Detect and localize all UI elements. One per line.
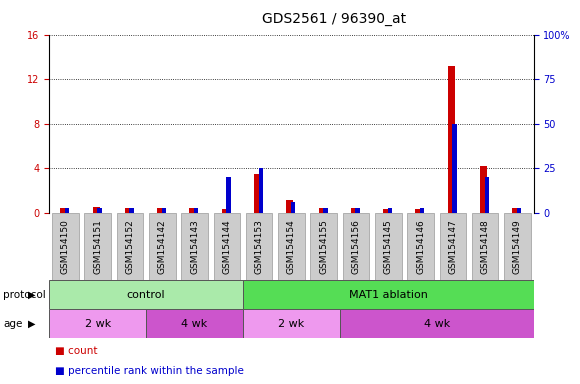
- Bar: [420, 208, 425, 213]
- Text: GSM154144: GSM154144: [222, 219, 231, 274]
- Text: ▶: ▶: [28, 318, 35, 329]
- Text: GSM154153: GSM154153: [255, 219, 264, 274]
- Bar: [125, 207, 132, 213]
- Bar: [65, 208, 70, 213]
- Bar: [291, 202, 295, 213]
- Bar: [351, 207, 358, 213]
- Bar: [323, 208, 328, 213]
- Text: MAT1 ablation: MAT1 ablation: [349, 290, 427, 300]
- Text: 4 wk: 4 wk: [423, 318, 450, 329]
- Bar: [375, 213, 401, 280]
- Bar: [93, 207, 100, 213]
- Bar: [194, 208, 198, 213]
- Text: 4 wk: 4 wk: [182, 318, 208, 329]
- Bar: [49, 280, 243, 309]
- Text: control: control: [127, 290, 165, 300]
- Text: GSM154151: GSM154151: [93, 219, 102, 274]
- Bar: [190, 207, 197, 213]
- Text: GSM154142: GSM154142: [158, 219, 167, 274]
- Text: ■ percentile rank within the sample: ■ percentile rank within the sample: [55, 366, 244, 376]
- Text: GSM154147: GSM154147: [448, 219, 458, 274]
- Bar: [182, 213, 208, 280]
- Text: ▶: ▶: [28, 290, 35, 300]
- Bar: [452, 124, 457, 213]
- Bar: [97, 208, 101, 213]
- Bar: [243, 309, 340, 338]
- Text: GSM154150: GSM154150: [61, 219, 70, 274]
- Bar: [259, 169, 263, 213]
- Bar: [512, 207, 520, 213]
- Bar: [383, 209, 390, 213]
- Bar: [278, 213, 304, 280]
- Text: GSM154154: GSM154154: [287, 219, 296, 274]
- Bar: [480, 166, 487, 213]
- Bar: [448, 66, 455, 213]
- Bar: [162, 208, 166, 213]
- Bar: [356, 208, 360, 213]
- Bar: [157, 207, 164, 213]
- Bar: [129, 208, 134, 213]
- Text: 2 wk: 2 wk: [278, 318, 304, 329]
- Text: 2 wk: 2 wk: [85, 318, 111, 329]
- Text: protocol: protocol: [3, 290, 46, 300]
- Bar: [49, 309, 146, 338]
- Bar: [287, 200, 293, 213]
- Text: GDS2561 / 96390_at: GDS2561 / 96390_at: [263, 12, 407, 25]
- Text: GSM154145: GSM154145: [384, 219, 393, 274]
- Text: GSM154155: GSM154155: [319, 219, 328, 274]
- Bar: [246, 213, 273, 280]
- Text: GSM154152: GSM154152: [125, 219, 135, 274]
- Bar: [340, 309, 534, 338]
- Text: GSM154149: GSM154149: [513, 219, 522, 274]
- Bar: [226, 177, 231, 213]
- Text: GSM154148: GSM154148: [481, 219, 490, 274]
- Bar: [213, 213, 240, 280]
- Text: ■ count: ■ count: [55, 346, 97, 356]
- Bar: [440, 213, 466, 280]
- Bar: [243, 280, 534, 309]
- Bar: [517, 208, 521, 213]
- Bar: [343, 213, 369, 280]
- Bar: [472, 213, 498, 280]
- Bar: [52, 213, 79, 280]
- Bar: [60, 208, 67, 213]
- Bar: [415, 209, 423, 213]
- Text: GSM154146: GSM154146: [416, 219, 425, 274]
- Bar: [149, 213, 176, 280]
- Bar: [85, 213, 111, 280]
- Bar: [504, 213, 531, 280]
- Bar: [254, 174, 261, 213]
- Text: age: age: [3, 318, 22, 329]
- Bar: [117, 213, 143, 280]
- Text: GSM154156: GSM154156: [351, 219, 361, 274]
- Bar: [310, 213, 337, 280]
- Bar: [484, 177, 489, 213]
- Text: GSM154143: GSM154143: [190, 219, 199, 274]
- Bar: [222, 209, 229, 213]
- Bar: [146, 309, 243, 338]
- Bar: [387, 208, 392, 213]
- Bar: [407, 213, 434, 280]
- Bar: [318, 207, 326, 213]
